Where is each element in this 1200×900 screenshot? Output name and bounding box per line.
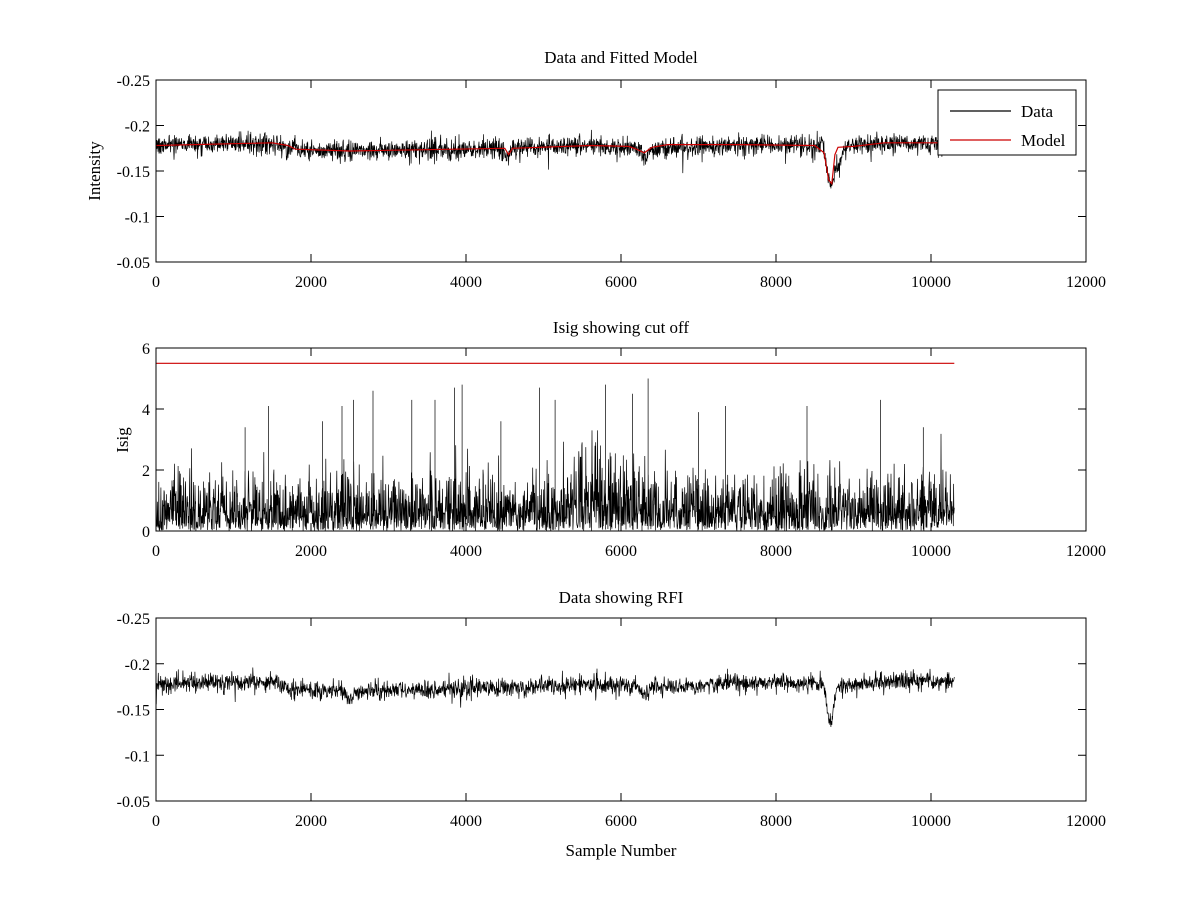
subplot-data-and-fitted-model: Data and Fitted Model Intensity 0 2000 400… xyxy=(85,48,1106,291)
x-tick-label: 0 xyxy=(152,813,160,830)
y-tick-label: -0.2 xyxy=(125,657,150,674)
x-tick-label: 12000 xyxy=(1066,543,1106,560)
y-tick-label: -0.1 xyxy=(125,748,150,765)
subplot-isig-showing-cut-off: Isig showing cut off Isig 0 2000 4000 6000 8… xyxy=(113,318,1106,560)
x-tick-label: 4000 xyxy=(450,274,482,291)
series-line-data xyxy=(156,378,955,531)
x-tick-label: 6000 xyxy=(605,813,637,830)
chart-title: Isig showing cut off xyxy=(553,318,689,337)
y-tick-label: 6 xyxy=(142,341,150,358)
x-tick-label: 8000 xyxy=(760,274,792,291)
x-tick-label: 6000 xyxy=(605,274,637,291)
x-tick-label: 8000 xyxy=(760,813,792,830)
x-tick-label: 0 xyxy=(152,274,160,291)
subplot-data-showing-rfi: Data showing RFI Sample Number 0 2000 4000… xyxy=(117,588,1106,860)
x-tick-label: 10000 xyxy=(911,813,951,830)
x-tick-label: 2000 xyxy=(295,543,327,560)
x-tick-label: 4000 xyxy=(450,543,482,560)
series-line-data xyxy=(156,667,955,728)
x-tick-label: 4000 xyxy=(450,813,482,830)
legend: Data Model xyxy=(937,89,1077,156)
x-tick-label: 12000 xyxy=(1066,813,1106,830)
y-tick-label: -0.25 xyxy=(117,611,150,628)
x-tick-label: 0 xyxy=(152,543,160,560)
y-tick-label: -0.2 xyxy=(125,119,150,136)
legend-label: Data xyxy=(1021,102,1054,121)
y-tick-label: -0.15 xyxy=(117,703,150,720)
y-tick-label: -0.25 xyxy=(117,73,150,90)
chart-title: Data showing RFI xyxy=(559,588,684,607)
x-tick-label: 2000 xyxy=(295,813,327,830)
x-axis-label: Sample Number xyxy=(566,841,677,860)
x-tick-label: 6000 xyxy=(605,543,637,560)
y-tick-label: -0.1 xyxy=(125,210,150,227)
x-tick-label: 10000 xyxy=(911,274,951,291)
x-tick-label: 8000 xyxy=(760,543,792,560)
x-tick-label: 10000 xyxy=(911,543,951,560)
y-tick-label: 2 xyxy=(142,463,150,480)
y-tick-label: -0.05 xyxy=(117,255,150,272)
series-line-model xyxy=(156,142,955,186)
x-tick-label: 12000 xyxy=(1066,274,1106,291)
y-tick-label: 4 xyxy=(142,402,150,419)
chart-title: Data and Fitted Model xyxy=(544,48,698,67)
x-tick-label: 2000 xyxy=(295,274,327,291)
y-tick-label: 0 xyxy=(142,524,150,541)
y-tick-label: -0.15 xyxy=(117,164,150,181)
y-axis-label: Intensity xyxy=(85,141,104,201)
legend-label: Model xyxy=(1021,131,1066,150)
y-tick-label: -0.05 xyxy=(117,794,150,811)
series-line-data xyxy=(156,129,955,189)
y-axis-label: Isig xyxy=(113,427,132,453)
